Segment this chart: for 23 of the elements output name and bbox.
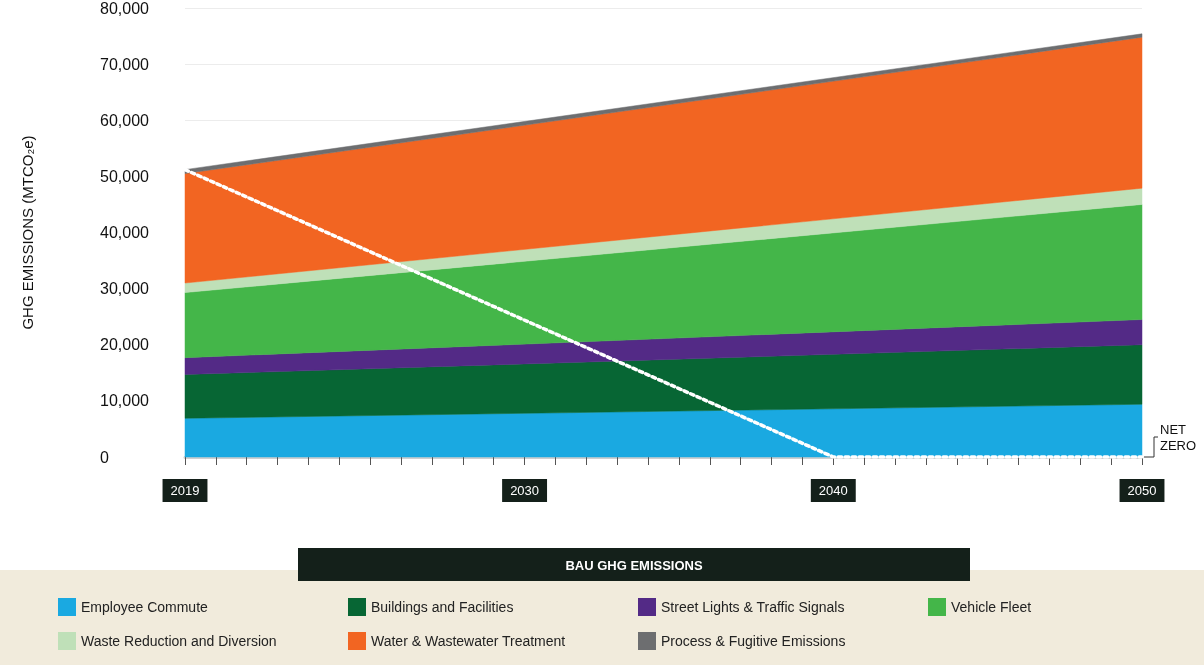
y-tick-label: 60,000 xyxy=(100,111,150,129)
legend-label: Water & Wastewater Treatment xyxy=(371,633,566,649)
legend-label: Vehicle Fleet xyxy=(951,599,1032,615)
legend-label: Buildings and Facilities xyxy=(371,599,514,615)
y-tick-label: 70,000 xyxy=(100,55,150,73)
y-tick-label: 0 xyxy=(100,448,109,466)
legend-title: BAU GHG EMISSIONS xyxy=(565,557,703,573)
legend-label: Street Lights & Traffic Signals xyxy=(661,599,845,615)
legend-label: Process & Fugitive Emissions xyxy=(661,633,846,649)
legend-label: Employee Commute xyxy=(81,599,209,615)
y-tick-label: 10,000 xyxy=(100,392,150,410)
annotation: NET ZERO xyxy=(1160,421,1197,453)
y-tick-label: 40,000 xyxy=(100,224,150,241)
y-tick-label: 50,000 xyxy=(100,167,150,185)
y-tick-label: 20,000 xyxy=(100,336,150,354)
y-axis-title: GHG EMISSIONS (MTCO₂e) xyxy=(19,135,36,330)
x-tick-label: 2030 xyxy=(510,483,540,498)
y-tick-label: 30,000 xyxy=(100,280,150,298)
x-tick-label: 2040 xyxy=(818,483,848,498)
x-tick-label: 2050 xyxy=(1127,483,1157,498)
legend-label: Waste Reduction and Diversion xyxy=(81,633,277,649)
y-tick-label: 80,000 xyxy=(100,0,150,17)
x-tick-label: 2019 xyxy=(170,483,200,498)
